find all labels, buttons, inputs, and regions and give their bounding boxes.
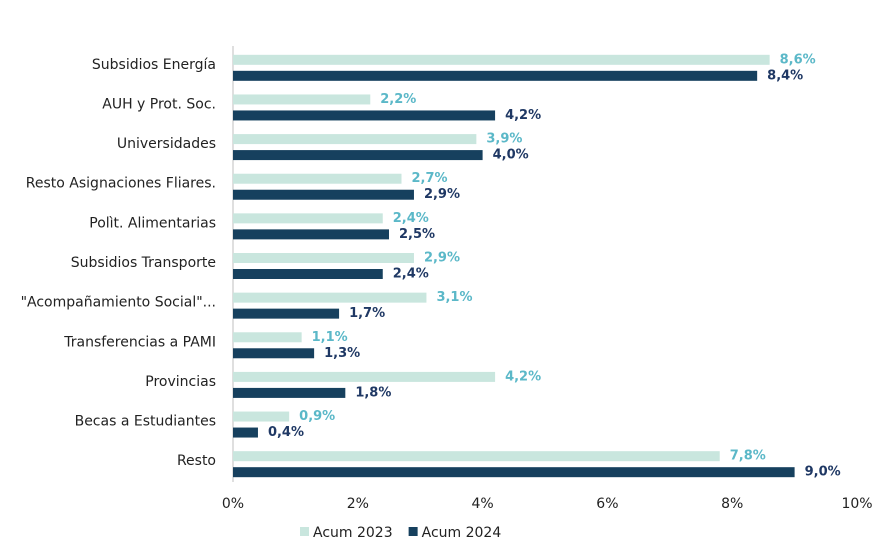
bar (233, 308, 340, 319)
value-label: 7,8% (730, 449, 766, 464)
category-label: Subsidios Transporte (71, 255, 216, 271)
category-label: Subsidios Energía (92, 57, 216, 73)
category-label: "Acompañamiento Social"... (21, 295, 216, 311)
x-tick-label: 8% (721, 496, 743, 512)
bar (233, 269, 383, 279)
bar (233, 332, 302, 343)
legend-swatch (408, 527, 418, 536)
category-label: Becas a Estudiantes (75, 414, 216, 430)
bar (233, 150, 483, 161)
bar (233, 54, 770, 65)
value-label: 2,2% (380, 92, 416, 107)
bar (233, 229, 389, 240)
bar (233, 134, 477, 145)
legend-label: Acum 2024 (422, 525, 502, 540)
bar (233, 94, 371, 105)
category-label: Universidades (117, 136, 216, 152)
category-label: Provincias (145, 374, 216, 390)
x-tick-label: 4% (471, 496, 493, 512)
bar (233, 371, 496, 382)
value-label: 0,9% (299, 409, 335, 424)
value-label: 8,6% (780, 52, 816, 67)
value-label: 2,9% (424, 187, 460, 202)
value-label: 1,8% (355, 385, 391, 400)
value-label: 9,0% (805, 465, 841, 480)
bar (233, 411, 290, 422)
legend-swatch (300, 527, 309, 536)
legend-label: Acum 2023 (313, 525, 393, 540)
value-label: 0,4% (268, 425, 304, 440)
x-tick-label: 10% (841, 496, 872, 512)
value-label: 3,9% (486, 132, 522, 147)
value-label: 2,7% (411, 171, 447, 186)
value-label: 2,4% (393, 211, 429, 226)
bar (233, 110, 496, 121)
value-label: 4,0% (493, 148, 529, 163)
bar (233, 292, 427, 303)
category-label: Transferencias a PAMI (63, 334, 216, 350)
value-label: 4,2% (505, 369, 541, 384)
bar (233, 70, 758, 81)
bar (233, 173, 402, 184)
bar (233, 387, 346, 398)
value-label: 2,4% (393, 267, 429, 282)
value-label: 8,4% (767, 68, 803, 83)
bar (233, 348, 315, 359)
category-label: Resto Asignaciones Fliares. (26, 176, 216, 192)
bar (233, 427, 258, 438)
bar (233, 253, 414, 263)
value-label: 2,9% (424, 251, 460, 266)
category-label: AUH y Prot. Soc. (102, 96, 216, 112)
x-tick-label: 0% (222, 496, 244, 512)
category-label: Resto (177, 453, 216, 469)
value-label: 3,1% (436, 290, 472, 305)
bar (233, 451, 720, 462)
x-tick-label: 6% (596, 496, 618, 512)
value-label: 4,2% (505, 108, 541, 123)
bar (233, 467, 795, 478)
bar (233, 189, 414, 200)
x-tick-label: 2% (347, 496, 369, 512)
value-label: 1,7% (349, 306, 385, 321)
value-label: 2,5% (399, 227, 435, 242)
bar (233, 213, 383, 224)
value-label: 1,1% (312, 330, 348, 345)
value-label: 1,3% (324, 346, 360, 361)
category-label: Polìt. Alimentarias (89, 215, 216, 231)
